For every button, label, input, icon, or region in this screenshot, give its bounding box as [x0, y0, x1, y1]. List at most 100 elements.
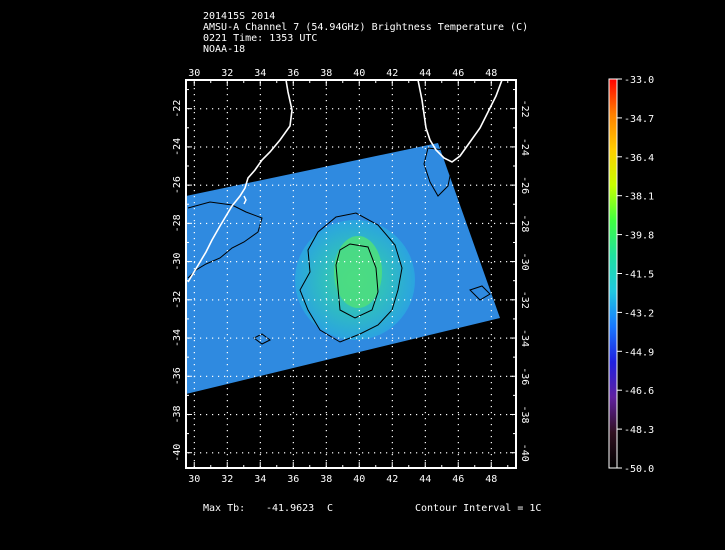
grid-dot — [320, 184, 322, 186]
grid-dot — [358, 436, 360, 438]
grid-dot — [338, 413, 340, 416]
grid-dot — [212, 452, 214, 454]
grid-dot — [290, 146, 292, 148]
grid-dot — [338, 222, 340, 225]
grid-dot — [242, 299, 244, 301]
grid-dot — [490, 424, 492, 426]
grid-dot — [325, 352, 327, 354]
title-line-2: AMSU-A Channel 7 (54.94GHz) Brightness T… — [203, 22, 529, 33]
grid-dot — [325, 226, 327, 228]
lat-label: -24 — [172, 138, 183, 156]
grid-dot — [284, 299, 286, 301]
grid-dot — [424, 262, 426, 264]
grid-dot — [490, 238, 492, 240]
max-tb-unit: C — [327, 503, 334, 514]
grid-dot — [391, 274, 393, 276]
lon-label: 34 — [254, 68, 266, 79]
grid-dot — [259, 442, 261, 444]
grid-dot — [380, 184, 382, 186]
grid-dot — [259, 148, 261, 150]
contour-west — [187, 201, 263, 279]
grid-dot — [464, 222, 466, 225]
grid-dot — [332, 222, 334, 225]
grid-dot — [226, 334, 228, 336]
grid-dot — [290, 413, 292, 416]
grid-dot — [320, 337, 322, 339]
title-line-3: 0221 Time: 1353 UTC — [203, 33, 318, 44]
grid-dot — [391, 214, 393, 216]
grid-dot — [490, 280, 492, 282]
grid-dot — [457, 424, 459, 426]
grid-dot — [490, 292, 492, 294]
grid-dot — [490, 340, 492, 342]
grid-dot — [490, 364, 492, 366]
grid-dot — [424, 406, 426, 408]
grid-dot — [391, 226, 393, 228]
grid-dot — [391, 220, 393, 222]
grid-dot — [424, 154, 426, 156]
grid-dot — [490, 394, 492, 396]
grid-dot — [272, 146, 274, 148]
grid-dot — [482, 184, 484, 186]
grid-dot — [464, 337, 466, 339]
grid-dot — [350, 413, 352, 416]
grid-dot — [292, 292, 294, 294]
grid-dot — [292, 112, 294, 114]
grid-dot — [488, 337, 490, 339]
colorbar-label: -46.6 — [624, 386, 654, 397]
grid-dot — [482, 375, 484, 377]
grid-dot — [500, 222, 502, 225]
grid-dot — [434, 184, 436, 186]
grid-dot — [358, 94, 360, 96]
grid-dot — [404, 222, 406, 225]
grid-dot — [226, 454, 228, 456]
grid-dot — [386, 452, 388, 454]
grid-dot — [332, 413, 334, 416]
grid-dot — [494, 261, 496, 263]
grid-dot — [226, 112, 228, 114]
grid-dot — [391, 442, 393, 444]
grid-dot — [391, 370, 393, 372]
grid-dot — [457, 178, 459, 180]
grid-dot — [392, 261, 394, 263]
grid-dot — [284, 337, 286, 339]
grid-dot — [350, 261, 352, 263]
grid-dot — [356, 452, 358, 454]
grid-dot — [218, 299, 220, 301]
grid-dot — [410, 261, 412, 263]
grid-dot — [424, 202, 426, 204]
grid-dot — [358, 394, 360, 396]
grid-dot — [248, 413, 250, 416]
grid-dot — [457, 370, 459, 372]
grid-dot — [292, 280, 294, 282]
grid-dot — [226, 226, 228, 228]
grid-dot — [391, 112, 393, 114]
grid-dot — [391, 382, 393, 384]
grid-dot — [284, 108, 286, 110]
grid-dot — [259, 208, 261, 210]
grid-dot — [218, 452, 220, 454]
grid-dot — [424, 184, 426, 186]
grid-dot — [457, 232, 459, 234]
contour-small-1 — [253, 333, 271, 345]
grid-dot — [236, 299, 238, 301]
grid-dot — [193, 160, 195, 162]
grid-dot — [457, 352, 459, 354]
grid-dot — [212, 299, 214, 301]
grid-dot — [296, 261, 298, 263]
grid-dot — [226, 118, 228, 120]
grid-dot — [488, 222, 490, 225]
lon-label: 38 — [320, 474, 332, 485]
grid-dot — [194, 413, 196, 416]
grid-dot — [358, 388, 360, 390]
grid-dot — [470, 184, 472, 186]
grid-dot — [362, 413, 364, 416]
grid-dot — [278, 222, 280, 225]
grid-dot — [326, 184, 328, 186]
grid-dot — [259, 430, 261, 432]
grid-dot — [302, 261, 304, 263]
lat-label: -36 — [519, 367, 530, 385]
grid-dot — [296, 184, 298, 186]
grid-dot — [325, 166, 327, 168]
grid-dot — [424, 412, 426, 414]
